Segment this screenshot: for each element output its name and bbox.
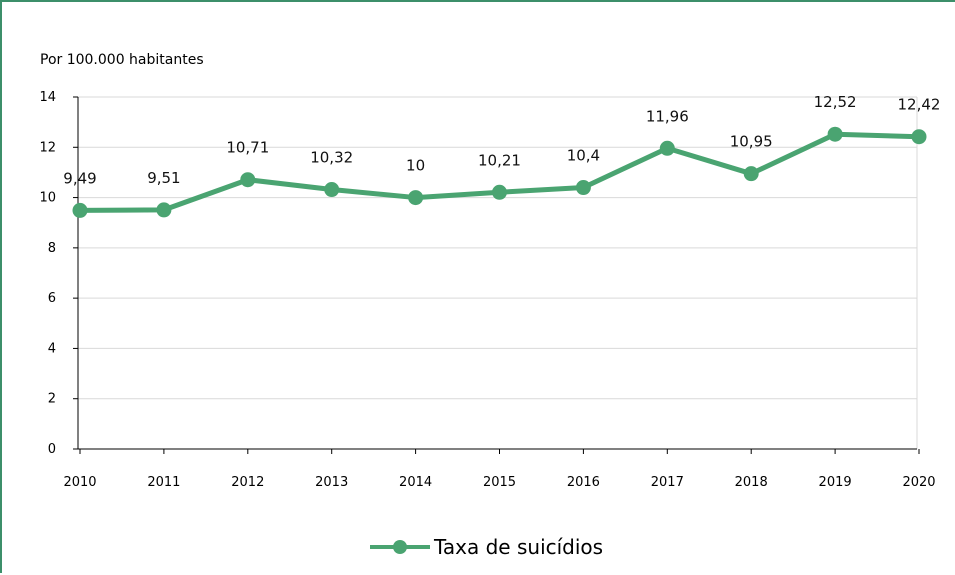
y-tick-label: 8 xyxy=(48,241,56,256)
x-tick-label-2018: 2018 xyxy=(735,475,768,490)
data-label-2017: 11,96 xyxy=(646,107,689,125)
data-point-2012 xyxy=(240,172,256,188)
data-label-2018: 10,95 xyxy=(730,133,773,151)
data-label-2011: 9,51 xyxy=(147,169,180,187)
x-tick-label-2012: 2012 xyxy=(231,475,264,490)
data-point-2014 xyxy=(408,190,424,206)
data-label-2015: 10,21 xyxy=(478,151,521,169)
series-taxa-de-suicidios xyxy=(72,126,927,218)
gridlines xyxy=(78,96,918,449)
legend-label: Taxa de suicídios xyxy=(433,535,603,559)
data-label-2010: 9,49 xyxy=(63,169,96,187)
data-label-2012: 10,71 xyxy=(226,139,269,157)
x-axis-ticks: 2010 2011 2012 2013 2014 2015 2016 2017 2018 2019… xyxy=(63,449,936,490)
data-label-2014: 10 xyxy=(406,157,425,175)
axes xyxy=(77,97,917,450)
data-point-2019 xyxy=(827,126,843,142)
data-point-2018 xyxy=(743,166,759,182)
y-tick-label: 4 xyxy=(48,341,56,356)
x-tick-label-2015: 2015 xyxy=(483,475,516,490)
data-point-2016 xyxy=(575,180,591,196)
data-point-2017 xyxy=(659,140,675,156)
data-label-2013: 10,32 xyxy=(310,149,353,167)
y-tick-label: 12 xyxy=(39,140,56,155)
y-axis-unit-label: Por 100.000 habitantes xyxy=(40,52,204,68)
data-label-2020: 12,42 xyxy=(898,96,941,114)
legend: Taxa de suicídios xyxy=(370,535,603,559)
y-tick-label: 10 xyxy=(39,191,56,206)
data-point-2011 xyxy=(156,202,172,218)
data-point-2013 xyxy=(324,182,340,198)
x-tick-label-2011: 2011 xyxy=(147,475,180,490)
x-tick-label-2013: 2013 xyxy=(315,475,348,490)
y-tick-label: 14 xyxy=(39,90,56,105)
data-label-2019: 12,52 xyxy=(814,93,857,111)
y-axis-ticks: 0 2 4 6 8 10 12 14 xyxy=(39,90,78,457)
x-tick-label-2017: 2017 xyxy=(651,475,684,490)
data-point-2010 xyxy=(72,202,88,218)
data-point-2015 xyxy=(492,184,507,200)
x-tick-label-2020: 2020 xyxy=(902,475,935,490)
data-point-2020 xyxy=(911,129,927,145)
x-tick-label-2014: 2014 xyxy=(399,475,432,490)
y-tick-label: 6 xyxy=(48,291,56,306)
x-tick-label-2010: 2010 xyxy=(63,475,96,490)
y-tick-label: 2 xyxy=(48,392,56,407)
legend-marker xyxy=(393,540,407,554)
x-tick-label-2019: 2019 xyxy=(819,475,852,490)
data-label-2016: 10,4 xyxy=(567,147,600,165)
x-tick-label-2016: 2016 xyxy=(567,475,600,490)
data-labels: 9,49 9,51 10,71 10,32 10 10,21 10,4 11,96 10,95 1… xyxy=(63,93,940,187)
y-tick-label: 0 xyxy=(48,442,56,457)
